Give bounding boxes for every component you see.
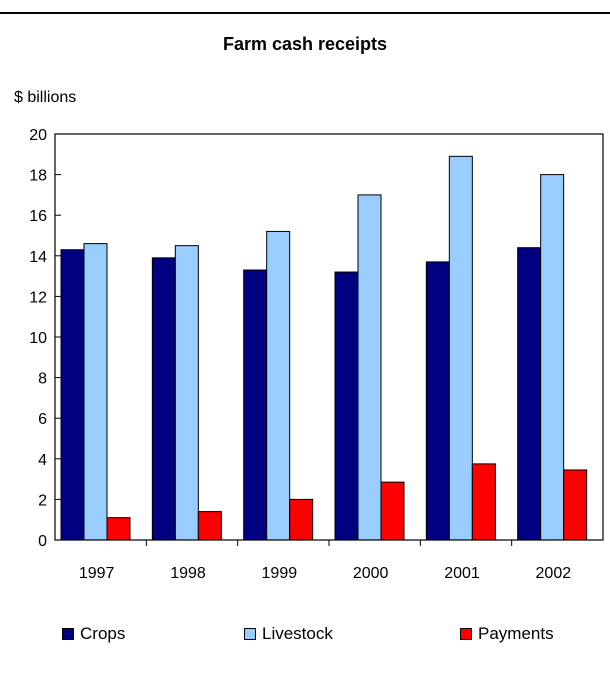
x-tick-label: 2000 <box>353 565 389 582</box>
bar-crops-2000 <box>334 271 359 541</box>
legend-swatch-livestock <box>244 628 256 640</box>
bar-payments-1999 <box>289 498 314 541</box>
y-tick-label: 2 <box>38 492 47 509</box>
chart-title: Farm cash receipts <box>222 34 388 54</box>
bar-crops-2002 <box>517 247 542 541</box>
y-tick-label: 16 <box>29 208 47 225</box>
bar-payments-2000 <box>380 481 405 541</box>
x-tick-label: 2002 <box>536 565 572 582</box>
legend: Crops Livestock Payments <box>0 624 610 646</box>
y-tick-label: 0 <box>38 533 47 550</box>
bar-livestock-2001 <box>448 155 473 541</box>
y-tick-label: 6 <box>38 411 47 428</box>
bar-groups <box>60 155 588 541</box>
y-axis-ticks: 0 2 4 6 8 10 12 14 16 18 20 <box>29 127 61 550</box>
y-axis-unit-label: $ billions <box>14 89 77 106</box>
y-tick-label: 18 <box>29 168 47 185</box>
x-tick-label: 1997 <box>79 565 115 582</box>
bar-payments-1997 <box>106 517 131 541</box>
y-tick-label: 4 <box>38 452 47 469</box>
bar-crops-1999 <box>243 269 268 541</box>
bar-livestock-1999 <box>266 230 291 541</box>
bar-payments-1998 <box>197 511 222 541</box>
x-axis-labels: 1997 1998 1999 2000 2001 2002 <box>79 540 571 582</box>
top-rule <box>0 12 610 14</box>
legend-swatch-crops <box>62 628 74 640</box>
legend-label-livestock: Livestock <box>262 624 333 643</box>
bar-payments-2002 <box>563 469 588 541</box>
legend-item-livestock: Livestock <box>244 624 333 644</box>
y-tick-label: 8 <box>38 371 47 388</box>
bar-livestock-2002 <box>540 174 565 541</box>
bar-livestock-1997 <box>83 243 108 541</box>
bar-crops-2001 <box>425 261 450 541</box>
bar-payments-2001 <box>471 463 496 541</box>
legend-label-payments: Payments <box>478 624 554 643</box>
bar-livestock-2000 <box>357 194 382 541</box>
x-tick-label: 2001 <box>444 565 480 582</box>
plot-area-frame <box>54 133 604 541</box>
legend-swatch-payments <box>460 628 472 640</box>
x-tick-label: 1998 <box>170 565 206 582</box>
bar-livestock-1998 <box>174 245 199 541</box>
bar-crops-1997 <box>60 249 85 541</box>
y-tick-label: 14 <box>29 249 47 266</box>
y-tick-label: 12 <box>29 289 47 306</box>
legend-item-crops: Crops <box>62 624 125 644</box>
legend-item-payments: Payments <box>460 624 554 644</box>
bar-chart: 0 2 4 6 8 10 12 14 16 18 20 1997 1998 1999 2000 2001 20… <box>29 127 604 582</box>
y-tick-label: 20 <box>29 127 47 144</box>
x-tick-label: 1999 <box>262 565 298 582</box>
bar-crops-1998 <box>151 257 176 541</box>
y-tick-label: 10 <box>29 330 47 347</box>
legend-label-crops: Crops <box>80 624 126 643</box>
